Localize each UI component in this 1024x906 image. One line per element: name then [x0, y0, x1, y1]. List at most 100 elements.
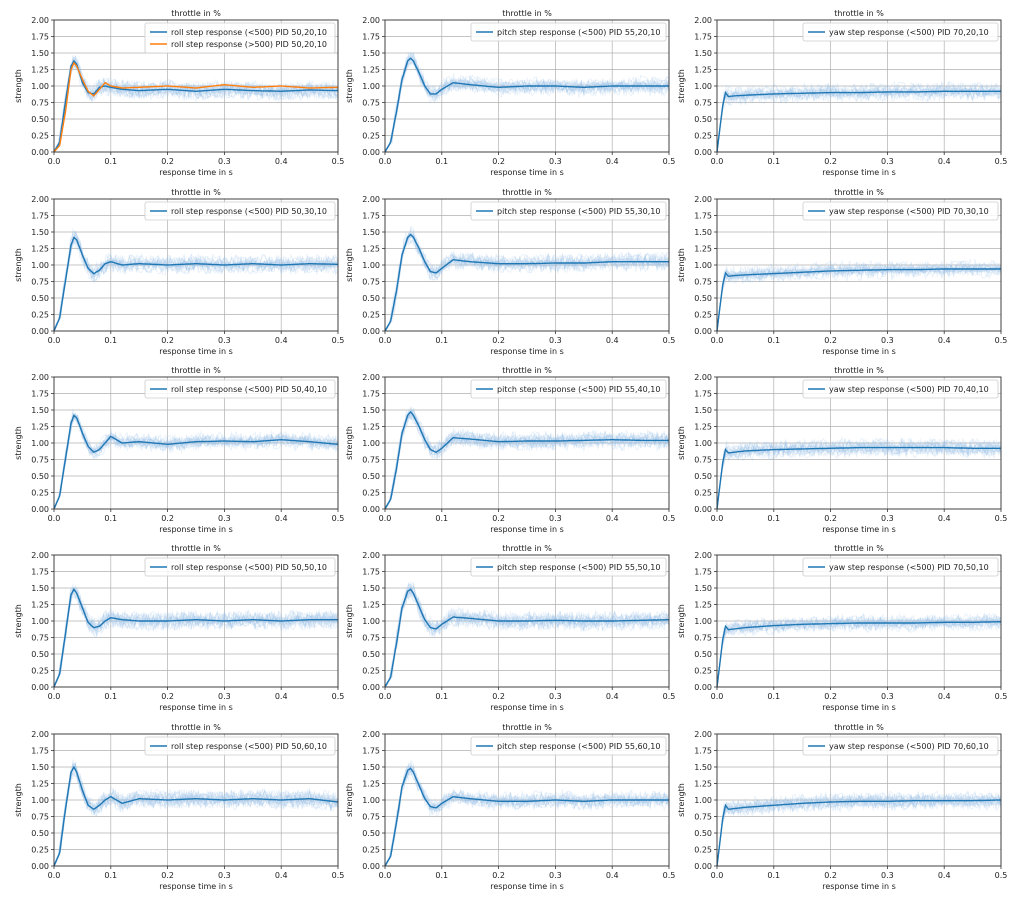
response-trace: [716, 618, 1002, 687]
y-tick-label: 1.50: [694, 228, 712, 237]
legend-label: roll step response (<500) PID 50,20,10: [171, 28, 327, 37]
x-tick-label: 0.2: [492, 692, 505, 701]
response-trace: [384, 56, 670, 153]
y-tick-label: 0.00: [362, 327, 380, 336]
y-tick-label: 0.00: [31, 327, 49, 336]
x-tick-label: 0.3: [549, 514, 562, 523]
response-trace: [716, 81, 1002, 153]
y-tick-label: 1.50: [694, 406, 712, 415]
y-tick-label: 0.75: [31, 278, 49, 287]
chart-title: throttle in %: [834, 366, 884, 375]
response-trace: [716, 441, 1002, 510]
response-trace: [53, 593, 339, 688]
y-tick-label: 0.50: [31, 472, 49, 481]
response-trace: [716, 615, 1002, 688]
y-axis-label: strength: [345, 604, 354, 638]
y-tick-label: 2.00: [31, 16, 49, 25]
y-axis-label: strength: [14, 426, 23, 460]
y-tick-label: 0.50: [31, 294, 49, 303]
y-tick-label: 0.50: [31, 115, 49, 124]
x-tick-label: 0.2: [161, 157, 174, 166]
legend-label: yaw step response (<500) PID 70,20,10: [829, 28, 989, 37]
response-trace: [53, 768, 339, 866]
x-tick-label: 0.0: [48, 157, 61, 166]
legend-box: [144, 22, 336, 54]
legend-box: [802, 22, 999, 42]
response-trace: [716, 794, 1002, 866]
response-trace: [716, 83, 1002, 153]
x-axis-label: response time in s: [159, 525, 233, 534]
subplot-7: 0.0 0.1 0.2 0.3 0.4 0.5 0.00 0.25 0.50 0.75 1.00 1.…: [14, 366, 344, 534]
legend-label: roll step response (<500) PID 50,30,10: [171, 207, 327, 216]
y-tick-label: 0.00: [31, 505, 49, 514]
y-tick-label: 1.50: [362, 228, 380, 237]
y-axis-label: strength: [14, 69, 23, 103]
y-tick-label: 1.00: [362, 439, 380, 448]
response-trace: [384, 51, 670, 153]
y-tick-label: 1.50: [362, 49, 380, 58]
legend: yaw step response (<500) PID 70,60,10: [802, 736, 999, 756]
y-tick-label: 0.75: [31, 634, 49, 643]
y-tick-label: 0.00: [362, 505, 380, 514]
chart-title: throttle in %: [834, 9, 884, 18]
response-trace: [716, 438, 1002, 509]
response-trace: [53, 240, 339, 332]
x-tick-label: 0.3: [881, 871, 894, 880]
y-tick-label: 1.75: [694, 568, 712, 577]
response-trace: [716, 262, 1002, 331]
legend-box: [470, 736, 667, 756]
response-trace: [384, 234, 670, 332]
y-axis-label: strength: [677, 604, 686, 638]
x-tick-label: 0.3: [218, 692, 231, 701]
response-trace: [384, 411, 670, 509]
x-tick-label: 0.4: [938, 871, 951, 880]
x-tick-label: 0.1: [435, 514, 448, 523]
y-tick-label: 0.25: [694, 132, 712, 141]
y-tick-label: 2.00: [694, 195, 712, 204]
legend: roll step response (<500) PID 50,30,10: [144, 201, 336, 221]
y-tick-label: 1.75: [362, 390, 380, 399]
legend-box: [144, 736, 336, 756]
y-tick-label: 1.50: [694, 584, 712, 593]
subplot-10: 0.0 0.1 0.2 0.3 0.4 0.5 0.00 0.25 0.50 0.75 1.00 1.…: [14, 544, 344, 712]
legend: yaw step response (<500) PID 70,20,10: [802, 22, 999, 42]
response-trace: [716, 792, 1002, 867]
response-trace: [716, 791, 1002, 866]
response-trace: [716, 616, 1002, 687]
response-trace: [384, 764, 670, 867]
response-trace: [716, 82, 1002, 151]
series-line-1: [716, 446, 1001, 510]
subplot-15: 0.0 0.1 0.2 0.3 0.4 0.5 0.00 0.25 0.50 0.75 1.00 1.…: [677, 723, 1007, 891]
x-tick-label: 0.3: [881, 157, 894, 166]
y-tick-label: 0.25: [31, 489, 49, 498]
x-tick-label: 0.4: [275, 871, 288, 880]
x-tick-label: 0.5: [663, 514, 676, 523]
series-line-1: [53, 587, 338, 688]
response-trace: [384, 409, 670, 509]
x-tick-label: 0.3: [218, 514, 231, 523]
response-trace: [53, 762, 339, 867]
y-tick-label: 1.00: [31, 439, 49, 448]
legend-box: [470, 22, 667, 42]
legend-label: yaw step response (<500) PID 70,40,10: [829, 385, 989, 394]
y-tick-label: 0.50: [362, 472, 380, 481]
y-tick-label: 1.00: [694, 82, 712, 91]
response-trace: [716, 265, 1002, 332]
y-tick-label: 0.50: [362, 294, 380, 303]
x-axis-label: response time in s: [822, 703, 896, 712]
response-trace: [716, 84, 1002, 152]
x-axis-label: response time in s: [490, 525, 564, 534]
x-axis-label: response time in s: [490, 882, 564, 891]
y-tick-label: 1.50: [31, 584, 49, 593]
response-trace: [716, 614, 1002, 688]
response-trace: [53, 758, 339, 867]
response-trace: [53, 230, 339, 330]
y-tick-label: 1.50: [31, 228, 49, 237]
legend: pitch step response (<500) PID 55,40,10: [470, 379, 667, 399]
response-trace: [53, 588, 339, 686]
y-tick-label: 2.00: [694, 16, 712, 25]
response-trace: [716, 442, 1002, 510]
response-trace: [53, 418, 339, 509]
y-axis-label: strength: [14, 248, 23, 282]
x-tick-label: 0.5: [332, 157, 345, 166]
